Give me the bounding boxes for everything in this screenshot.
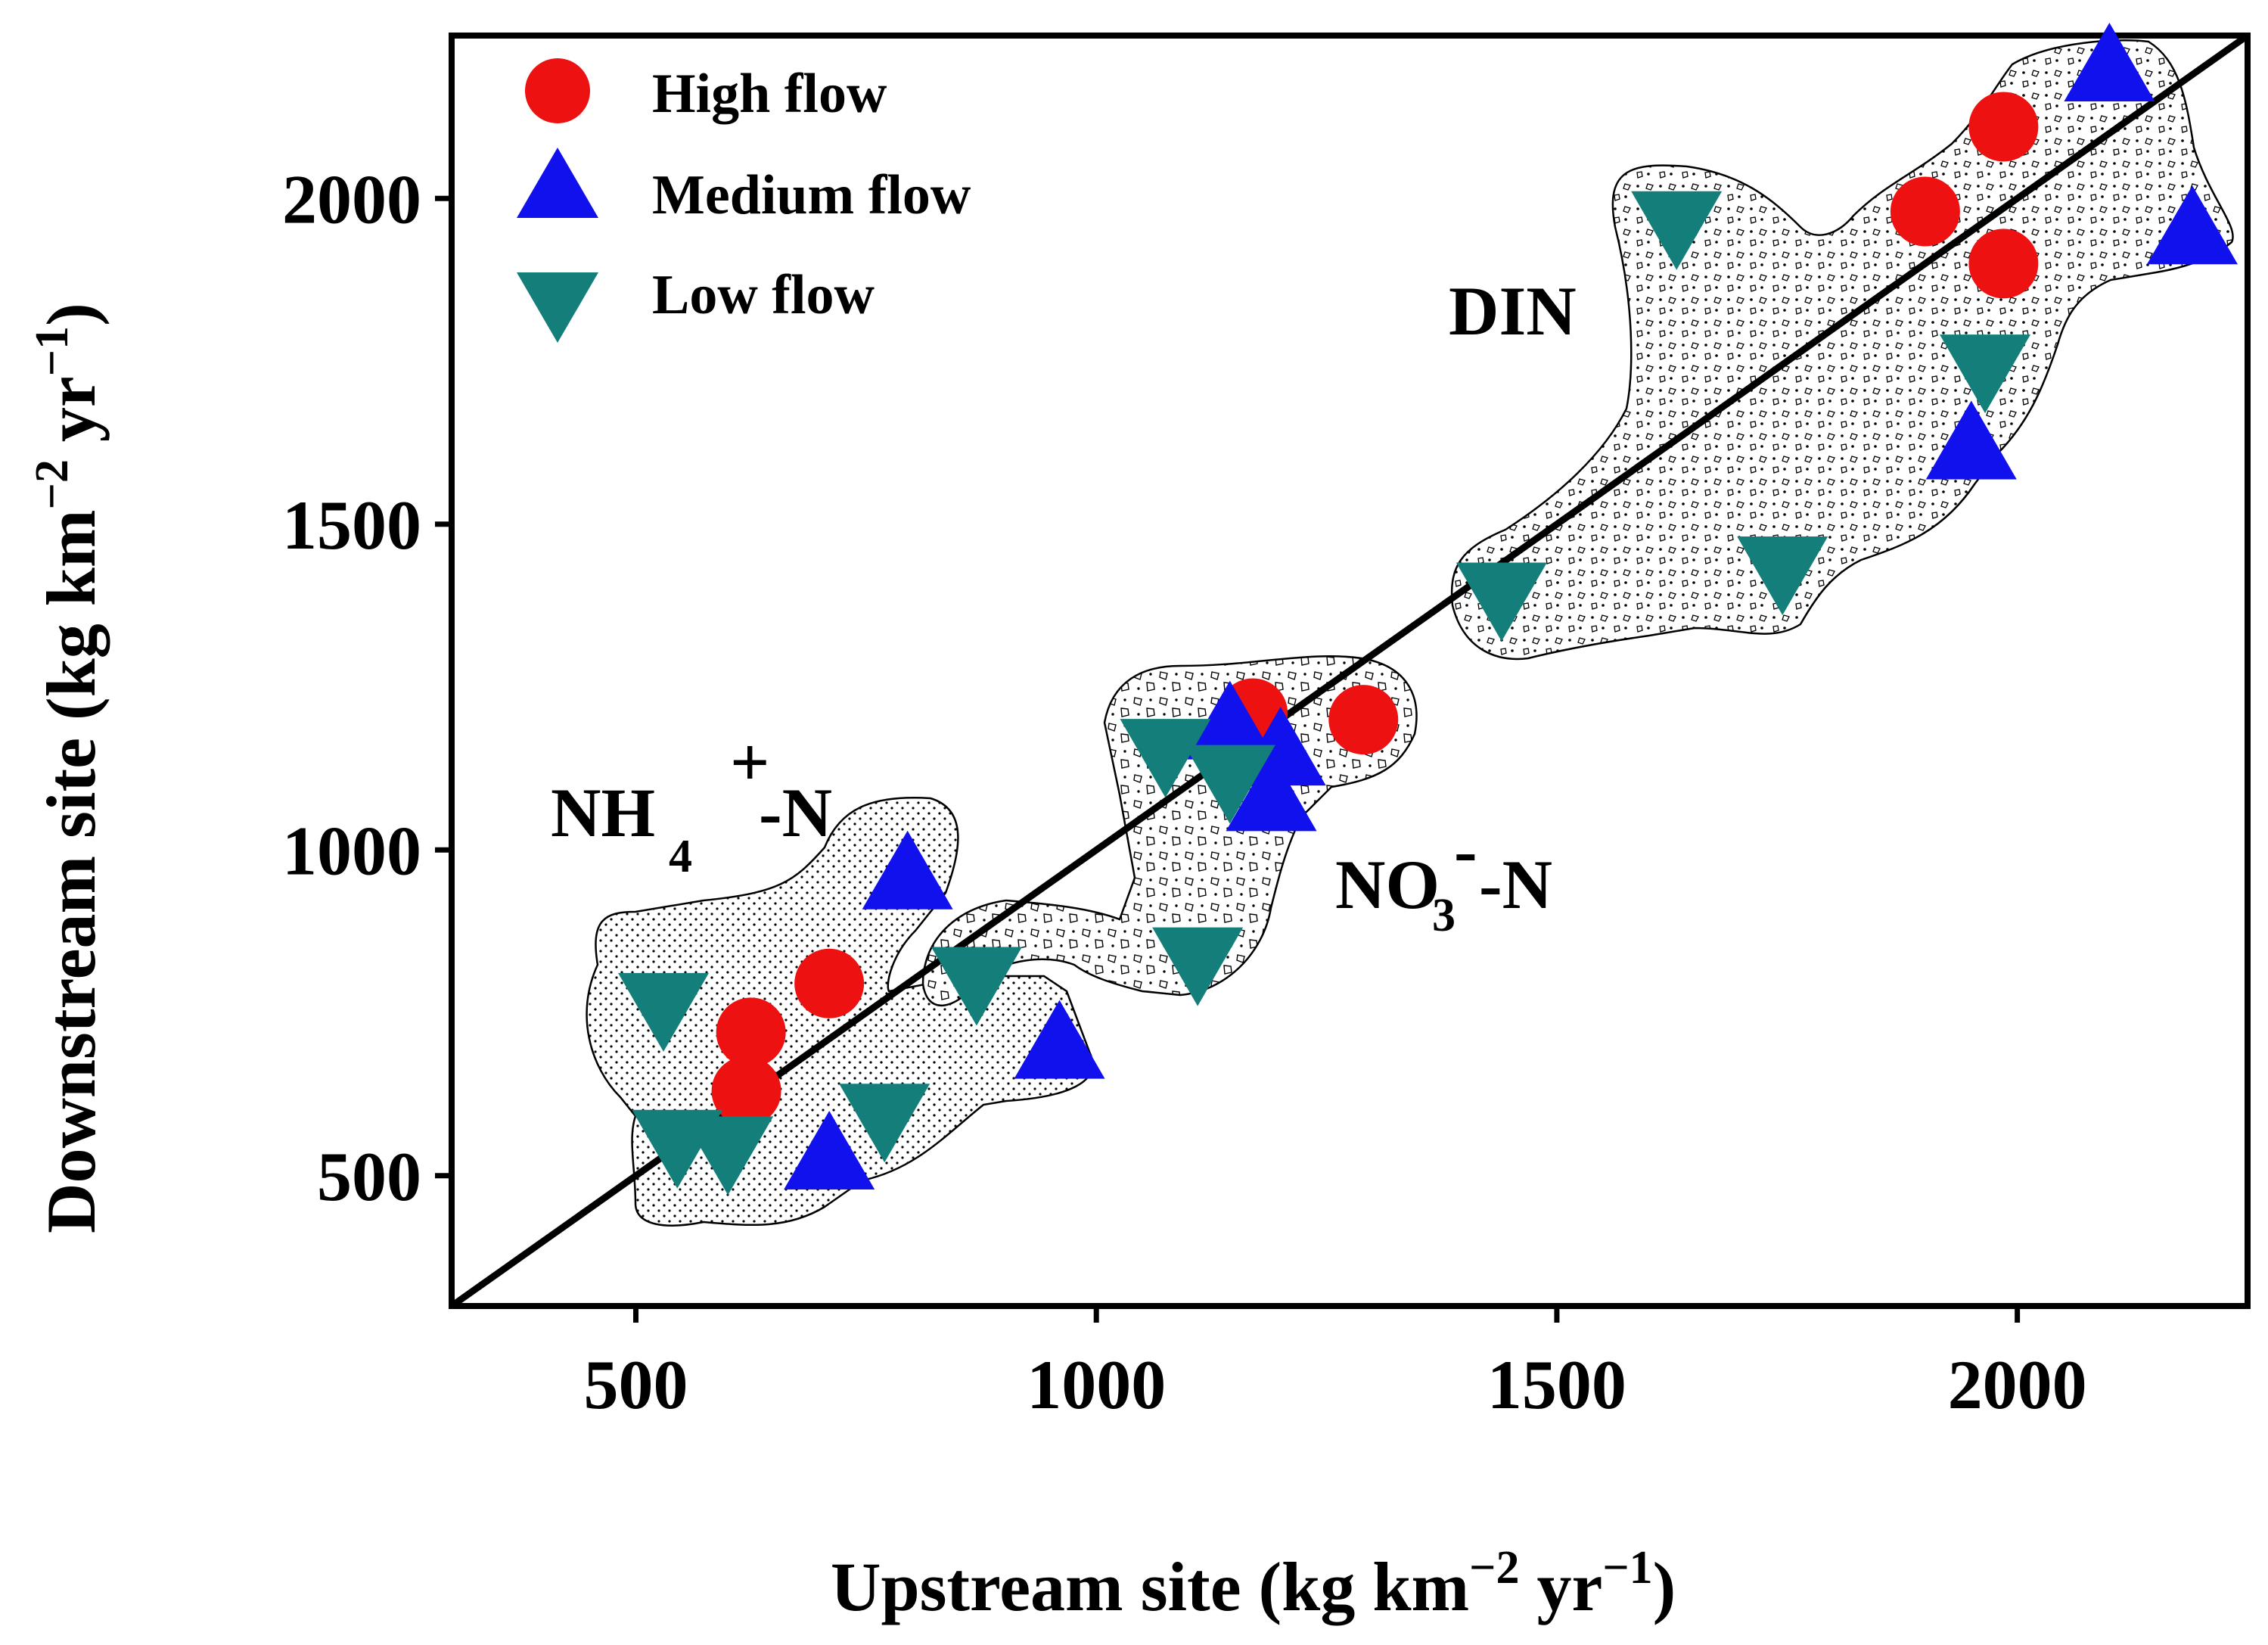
plot-frame <box>449 33 2251 1309</box>
label-no3-sup: - <box>1454 812 1477 889</box>
y-tick-label: 1500 <box>282 487 421 564</box>
y-axis-title-end: ) <box>33 303 110 326</box>
point-low-flow <box>1120 719 1211 798</box>
legend-label-low-flow: Low flow <box>652 264 875 326</box>
point-low-flow <box>1737 536 1828 616</box>
legend-label-high-flow: High flow <box>652 63 887 125</box>
label-nh4: NH 4 + -N <box>551 723 832 882</box>
x-tick-label: 2000 <box>1948 1346 2087 1423</box>
label-no3: NO 3 - -N <box>1335 812 1552 941</box>
x-axis-title-sup2: −1 <box>1602 1542 1652 1594</box>
label-din: DIN <box>1449 272 1577 350</box>
y-axis-title-mid: yr <box>33 376 110 459</box>
label-nh4-sub: 4 <box>669 831 692 882</box>
point-low-flow <box>1940 334 2031 414</box>
point-medium-flow <box>1184 680 1275 760</box>
point-high-flow <box>1968 229 2039 299</box>
point-high-flow <box>716 997 786 1068</box>
legend-marker-medium-flow <box>517 148 598 218</box>
y-axis-title-main: Downstream site (kg km <box>33 509 110 1233</box>
x-axis-title-mid: yr <box>1519 1548 1602 1625</box>
y-axis-title-sup2: −1 <box>26 326 78 376</box>
point-low-flow <box>839 1084 931 1163</box>
y-axis-title: Downstream site (kg km−2 yr−1) <box>26 303 110 1233</box>
point-high-flow <box>711 1056 781 1126</box>
point-low-flow <box>1631 191 1723 270</box>
y-axis-title-sup1: −2 <box>26 459 78 509</box>
legend: High flow Medium flow Low flow <box>517 58 971 343</box>
point-low-flow <box>618 972 710 1052</box>
legend-label-medium-flow: Medium flow <box>652 164 971 226</box>
x-axis-title-end: ) <box>1653 1548 1676 1625</box>
point-low-flow <box>1184 745 1275 824</box>
point-medium-flow <box>1226 752 1317 832</box>
label-nh4-tail: -N <box>759 774 832 851</box>
y-axis-ticks: 500 1000 1500 2000 <box>282 160 452 1215</box>
x-tick-label: 1000 <box>1027 1346 1166 1423</box>
point-medium-flow <box>2146 185 2238 265</box>
label-no3-main: NO <box>1335 846 1440 923</box>
point-high-flow <box>794 948 865 1018</box>
point-low-flow <box>931 947 1022 1026</box>
x-tick-label: 500 <box>583 1346 688 1423</box>
point-high-flow <box>1968 92 2039 162</box>
point-low-flow <box>1456 562 1547 642</box>
y-tick-label: 500 <box>317 1138 421 1215</box>
point-high-flow <box>1328 685 1399 755</box>
point-medium-flow <box>1925 400 2017 480</box>
y-tick-label: 1000 <box>282 812 421 889</box>
data-markers <box>618 23 2238 1196</box>
point-medium-flow <box>1014 1000 1105 1079</box>
x-axis-title-main: Upstream site (kg km <box>831 1548 1469 1625</box>
y-tick-label: 2000 <box>282 160 421 238</box>
label-no3-sub: 3 <box>1432 890 1456 941</box>
region-din-blob <box>1450 39 2234 661</box>
point-high-flow <box>1890 176 1960 247</box>
x-axis-title-sup1: −2 <box>1469 1542 1519 1594</box>
x-axis-ticks: 500 1000 1500 2000 <box>583 1306 2087 1423</box>
legend-marker-high-flow <box>525 58 590 123</box>
label-no3-tail: -N <box>1479 846 1552 923</box>
label-nh4-sup: + <box>730 723 769 801</box>
point-medium-flow <box>862 830 953 910</box>
legend-marker-low-flow <box>517 272 598 343</box>
point-low-flow <box>1152 927 1244 1006</box>
x-axis-title: Upstream site (kg km−2 yr−1) <box>831 1542 1676 1625</box>
point-low-flow <box>682 1116 774 1196</box>
x-tick-label: 1500 <box>1487 1346 1626 1423</box>
point-medium-flow <box>2064 23 2155 102</box>
label-nh4-main: NH <box>551 774 655 851</box>
point-medium-flow <box>784 1110 875 1189</box>
